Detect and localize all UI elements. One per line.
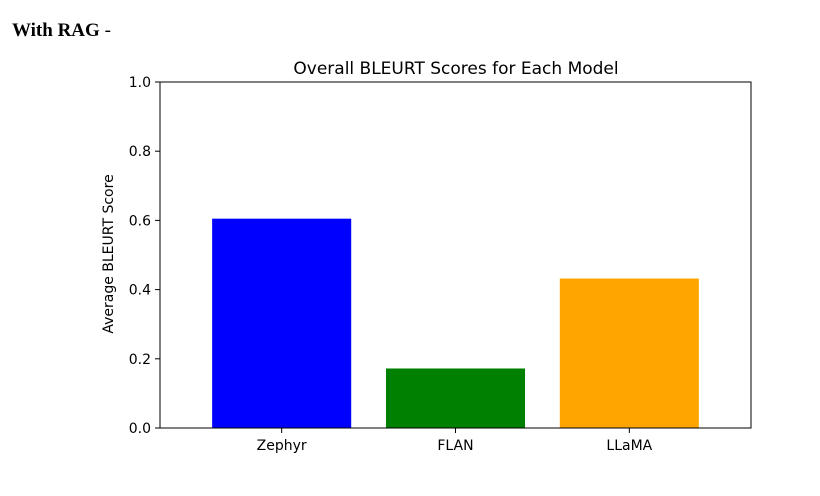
x-axis-ticks: Zephyr FLAN LLaMA [257, 428, 653, 454]
bars-layer [212, 218, 699, 428]
heading-text: With RAG [12, 20, 100, 41]
y-tick-label: 0.6 [129, 213, 151, 229]
y-tick-label: 0.0 [129, 421, 151, 437]
y-axis-label-group: Average BLEURT Score [101, 174, 117, 333]
y-tick-label: 1.0 [129, 75, 151, 91]
y-tick-label: 0.2 [129, 352, 151, 368]
bar-llama [559, 278, 699, 428]
y-axis-label: Average BLEURT Score [101, 174, 117, 333]
page-heading: With RAG - [12, 20, 111, 42]
x-tick-label: LLaMA [606, 438, 652, 454]
y-tick-label: 0.8 [129, 144, 151, 160]
chart-title: Overall BLEURT Scores for Each Model [293, 59, 618, 79]
heading-suffix: - [104, 20, 111, 41]
bar-flan [385, 368, 526, 428]
y-axis-ticks: 0.0 0.2 0.4 0.6 0.8 1.0 [129, 75, 160, 437]
bar-zephyr [212, 218, 352, 428]
y-tick-label: 0.4 [129, 283, 151, 299]
x-tick-label: FLAN [437, 438, 473, 454]
plot-frame [159, 81, 752, 429]
x-tick-label: Zephyr [257, 438, 307, 454]
